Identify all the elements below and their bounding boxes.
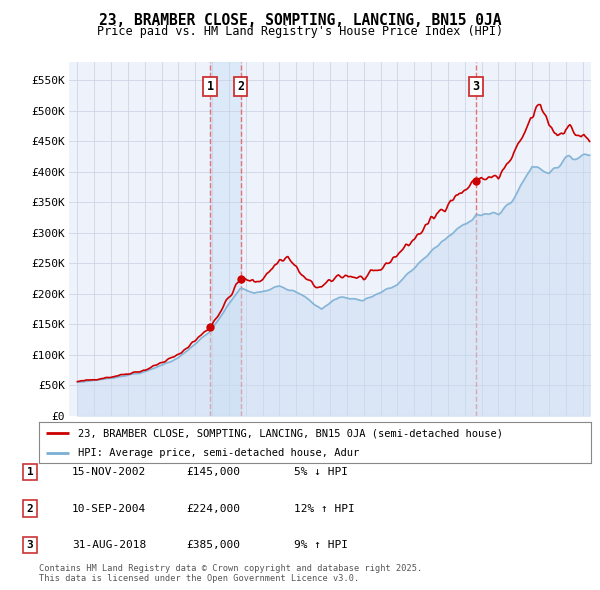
Text: 31-AUG-2018: 31-AUG-2018 [72, 540, 146, 550]
Text: £224,000: £224,000 [186, 504, 240, 513]
Text: £145,000: £145,000 [186, 467, 240, 477]
Text: 12% ↑ HPI: 12% ↑ HPI [294, 504, 355, 513]
Text: 15-NOV-2002: 15-NOV-2002 [72, 467, 146, 477]
Text: 10-SEP-2004: 10-SEP-2004 [72, 504, 146, 513]
Text: 3: 3 [26, 540, 34, 550]
Text: 1: 1 [26, 467, 34, 477]
Text: 5% ↓ HPI: 5% ↓ HPI [294, 467, 348, 477]
Text: 2: 2 [237, 80, 244, 93]
Text: 2: 2 [26, 504, 34, 513]
Text: HPI: Average price, semi-detached house, Adur: HPI: Average price, semi-detached house,… [77, 448, 359, 458]
Text: Price paid vs. HM Land Registry's House Price Index (HPI): Price paid vs. HM Land Registry's House … [97, 25, 503, 38]
Text: 3: 3 [472, 80, 479, 93]
Text: Contains HM Land Registry data © Crown copyright and database right 2025.
This d: Contains HM Land Registry data © Crown c… [39, 563, 422, 583]
Text: 23, BRAMBER CLOSE, SOMPTING, LANCING, BN15 0JA: 23, BRAMBER CLOSE, SOMPTING, LANCING, BN… [99, 13, 501, 28]
Text: 1: 1 [206, 80, 214, 93]
Text: £385,000: £385,000 [186, 540, 240, 550]
Text: 9% ↑ HPI: 9% ↑ HPI [294, 540, 348, 550]
Bar [210, 62, 241, 416]
Text: 23, BRAMBER CLOSE, SOMPTING, LANCING, BN15 0JA (semi-detached house): 23, BRAMBER CLOSE, SOMPTING, LANCING, BN… [77, 428, 503, 438]
